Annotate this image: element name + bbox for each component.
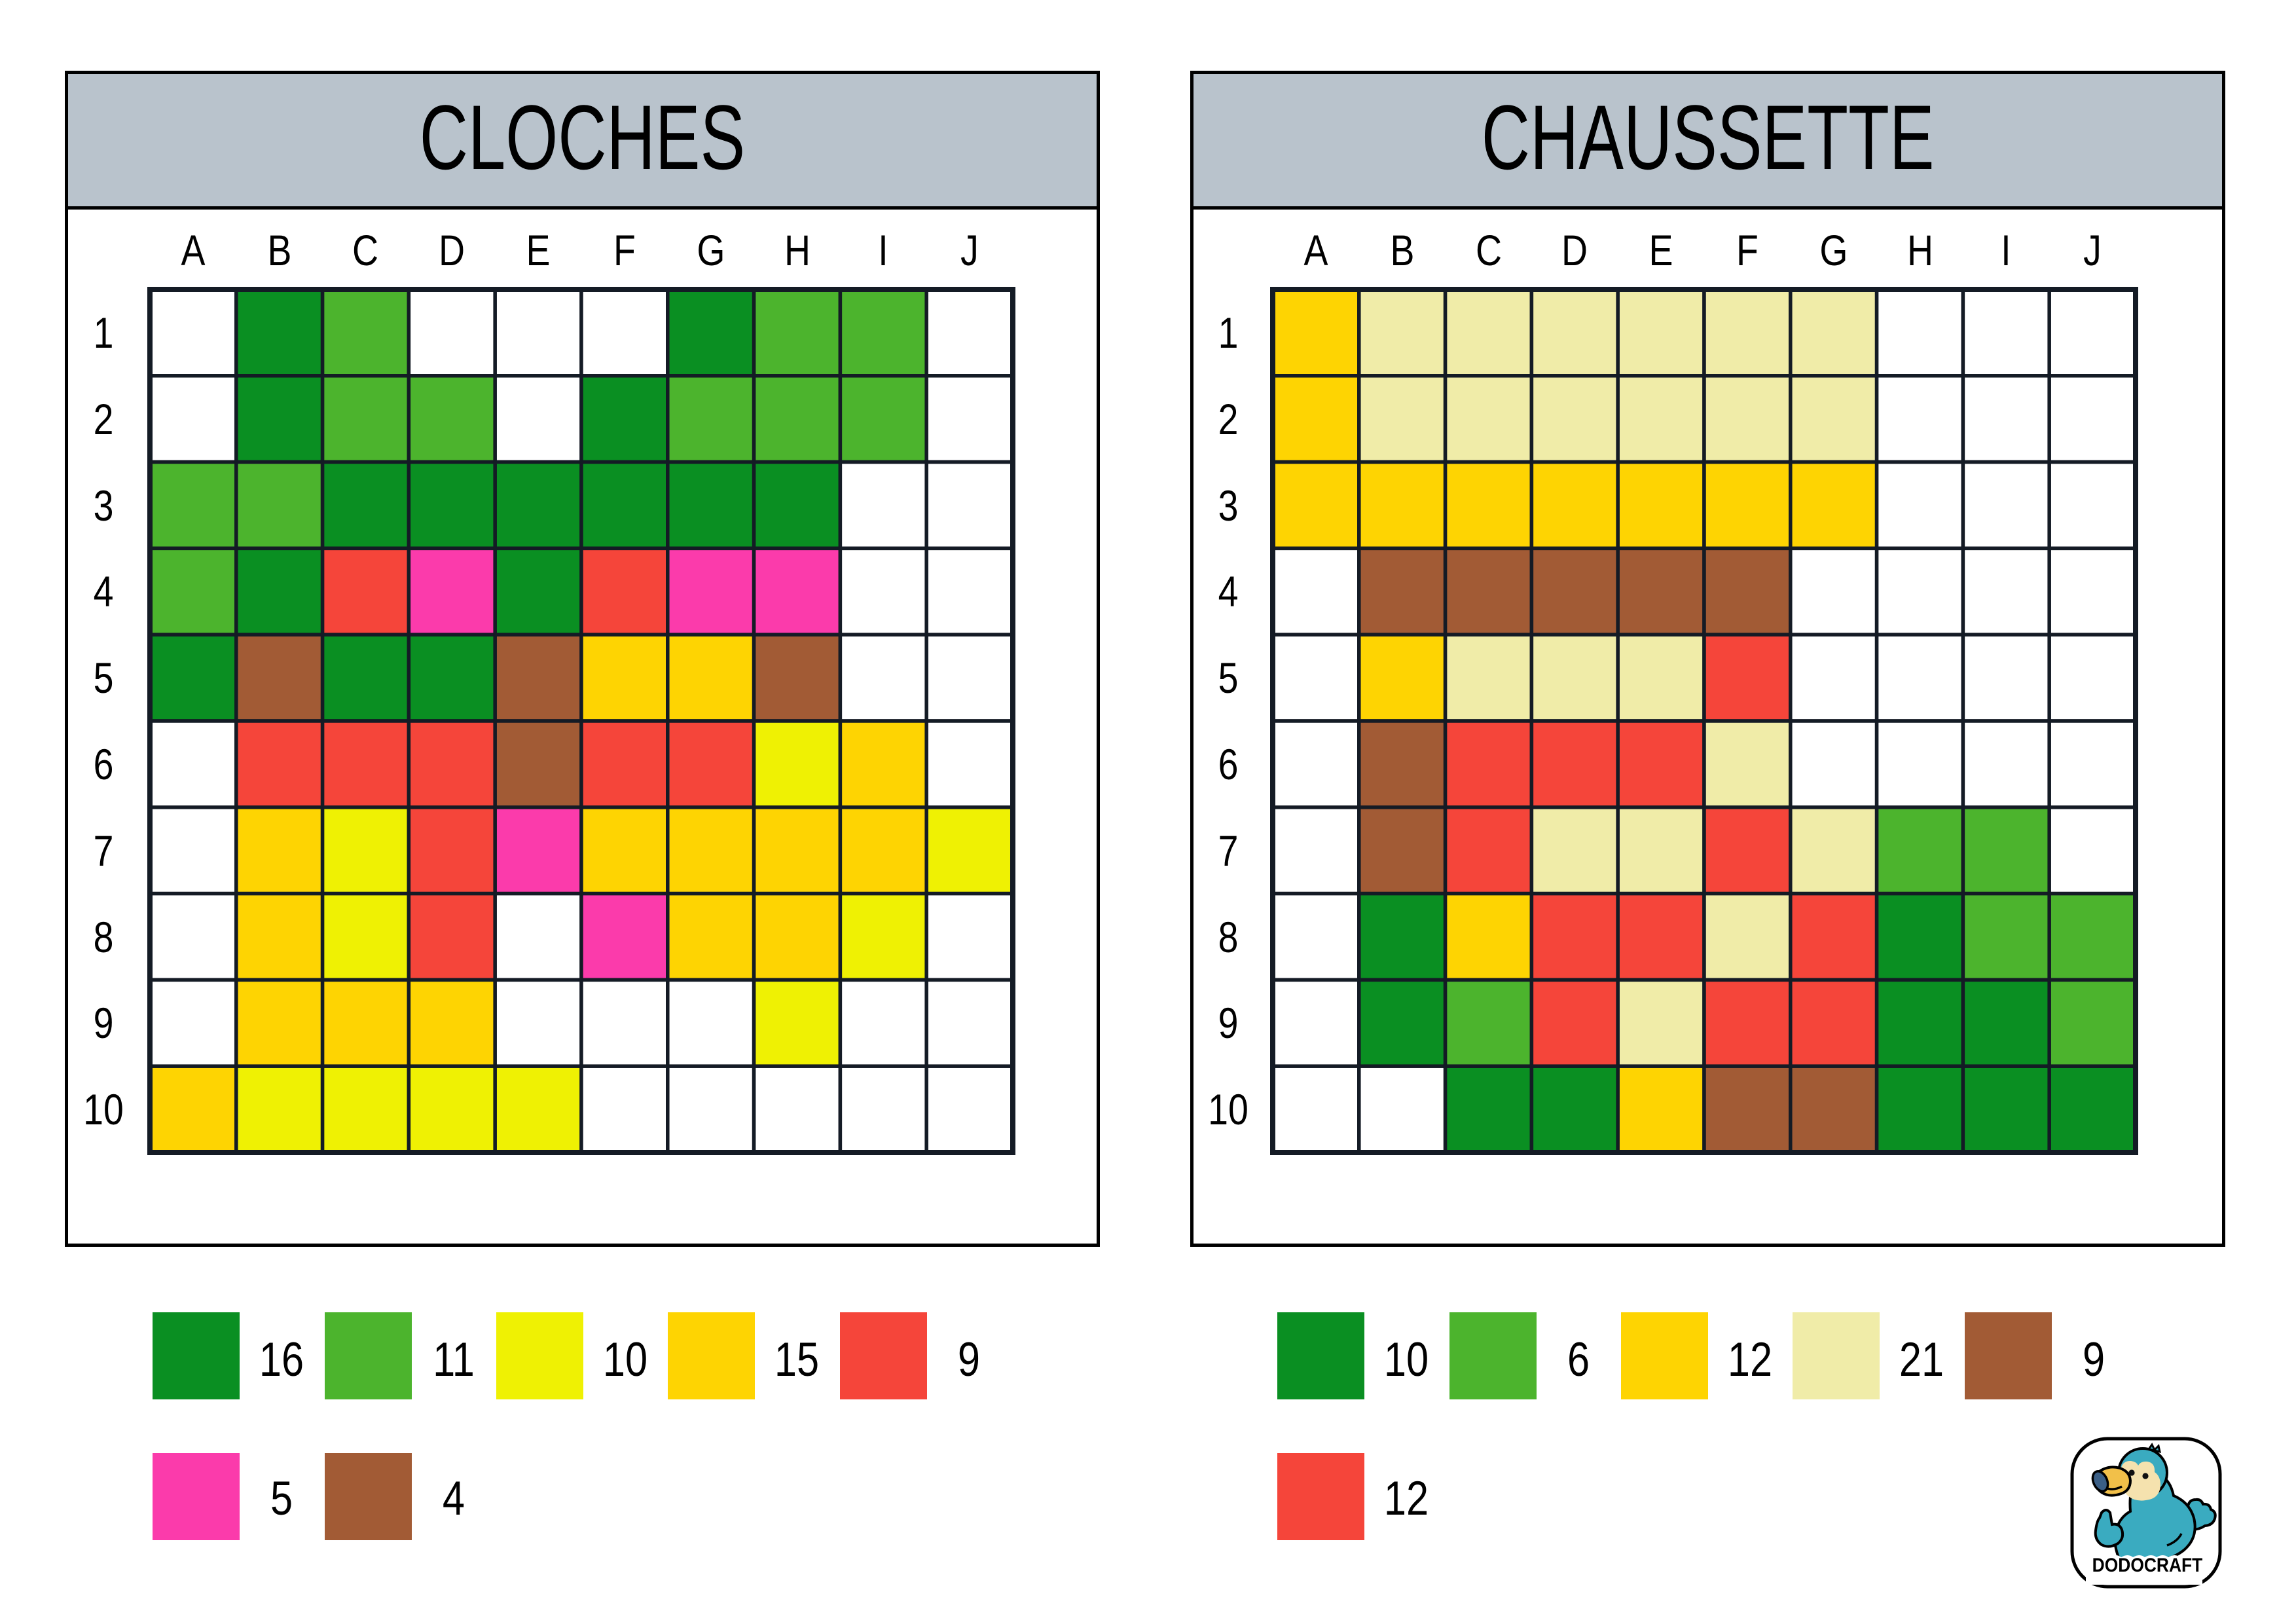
svg-text:DODOCRAFT: DODOCRAFT: [2092, 1553, 2203, 1576]
